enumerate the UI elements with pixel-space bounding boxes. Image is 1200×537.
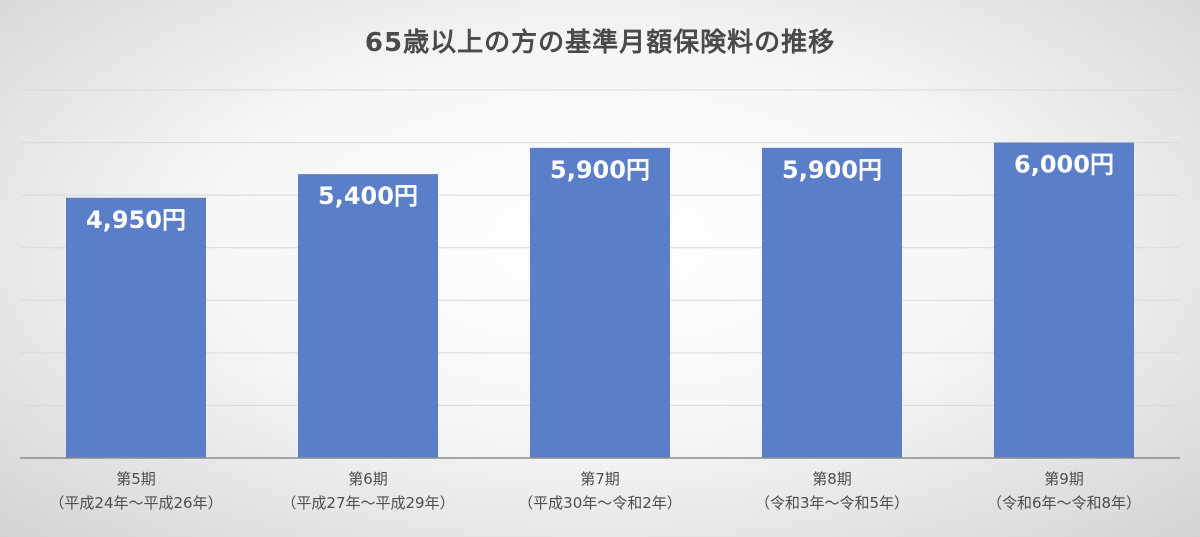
category-period-label: 第8期	[812, 470, 852, 488]
category-period-label: 第5期	[116, 470, 156, 488]
bar	[762, 147, 902, 459]
bar-data-label: 4,950円	[86, 206, 186, 234]
bar	[298, 174, 438, 458]
chart-title: 65歳以上の方の基準月額保険料の推移	[364, 28, 836, 58]
bar	[994, 142, 1134, 459]
category-years-label: （平成27年～平成29年）	[281, 494, 454, 512]
bar	[66, 197, 206, 458]
category-labels: 第5期 （平成24年～平成26年） 第6期 （平成27年～平成29年） 第7期 （平成30…	[49, 470, 1141, 512]
category-years-label: （平成30年～令和2年）	[518, 494, 682, 512]
bar-data-label: 5,400円	[318, 182, 418, 210]
category-years-label: （平成24年～平成26年）	[49, 494, 222, 512]
bar-data-label: 5,900円	[550, 156, 650, 184]
category-years-label: （令和3年～令和5年）	[755, 494, 909, 512]
bar-data-label: 6,000円	[1014, 151, 1114, 179]
bar	[530, 147, 670, 459]
category-years-label: （令和6年～令和8年）	[987, 494, 1141, 512]
category-period-label: 第9期	[1044, 470, 1084, 488]
bar-data-label: 5,900円	[782, 156, 882, 184]
bars: 4,950円 5,400円 5,900円 5,900円 6,000円	[66, 142, 1134, 459]
category-period-label: 第6期	[348, 470, 388, 488]
category-period-label: 第7期	[580, 470, 620, 488]
